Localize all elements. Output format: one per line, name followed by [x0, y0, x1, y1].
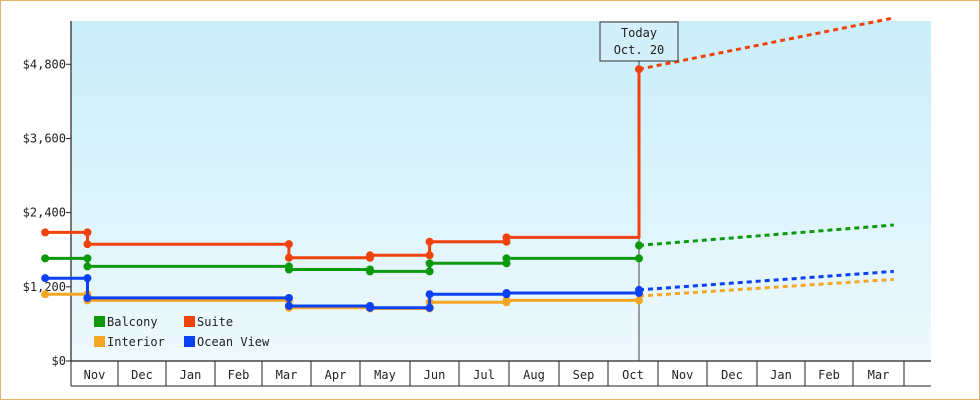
legend-label-interior: Interior: [107, 335, 165, 349]
series-point-balcony: [635, 241, 643, 250]
series-point-ocean-view: [83, 293, 92, 302]
series-point-ocean-view: [284, 301, 293, 310]
series-point-ocean-view: [41, 274, 50, 283]
series-point-ocean-view: [83, 274, 92, 283]
y-tick-label: $1,200: [23, 280, 66, 294]
series-point-suite: [366, 251, 374, 260]
x-tick-label: May: [374, 368, 396, 382]
y-tick-label: $2,400: [23, 206, 66, 220]
legend-swatch-ocean-view: [184, 336, 195, 347]
x-tick-label: Mar: [868, 368, 890, 382]
series-point-suite: [284, 253, 293, 262]
series-point-balcony: [366, 267, 374, 276]
x-tick-label: Apr: [325, 368, 347, 382]
x-tick-label: Sep: [573, 368, 595, 382]
series-point-ocean-view: [366, 303, 374, 312]
legend-label-ocean-view: Ocean View: [197, 335, 270, 349]
series-forecast-balcony: [638, 223, 894, 247]
x-tick-label: Jun: [424, 368, 446, 382]
series-point-balcony: [635, 254, 643, 263]
series-forecast-suite: [638, 16, 895, 71]
legend-swatch-interior: [94, 336, 105, 347]
series-point-balcony: [83, 254, 92, 263]
series-point-balcony: [41, 254, 50, 263]
series-point-balcony: [425, 259, 434, 268]
series-point-ocean-view: [502, 289, 511, 297]
series-point-balcony: [83, 262, 92, 271]
series-point-interior: [635, 296, 643, 305]
x-tick-label: Feb: [818, 368, 840, 382]
legend-swatch-balcony: [94, 316, 105, 327]
x-tick-label: Oct: [622, 368, 644, 382]
y-tick-label: $4,800: [23, 57, 66, 71]
series-point-ocean-view: [425, 290, 434, 299]
series-point-balcony: [425, 267, 434, 276]
x-tick-label: Dec: [721, 368, 743, 382]
series-point-interior: [41, 290, 50, 299]
x-tick-label: Mar: [276, 368, 298, 382]
series-point-ocean-view: [284, 293, 293, 302]
y-tick-label: $0: [52, 354, 66, 368]
plot-background: [71, 21, 931, 361]
legend-label-balcony: Balcony: [107, 315, 158, 329]
series-point-suite: [502, 233, 511, 242]
x-tick-label: Jan: [180, 368, 202, 382]
x-tick-label: Dec: [131, 368, 153, 382]
series-point-balcony: [502, 254, 511, 263]
series-point-ocean-view: [635, 285, 643, 294]
x-tick-label: Nov: [84, 368, 106, 382]
today-label-line2: Oct. 20: [614, 43, 665, 57]
x-tick-label: Aug: [523, 368, 545, 382]
legend-swatch-suite: [184, 316, 195, 327]
y-tick-label: $3,600: [23, 131, 66, 145]
series-point-suite: [41, 228, 50, 237]
series-forecast-ocean-view: [638, 269, 894, 292]
series-point-suite: [284, 240, 293, 249]
series-point-suite: [635, 65, 643, 74]
x-tick-label: Feb: [228, 368, 250, 382]
series-point-suite: [425, 237, 434, 246]
series-point-ocean-view: [425, 303, 434, 312]
series-point-suite: [425, 251, 434, 260]
x-tick-label: Jul: [473, 368, 495, 382]
today-label-box: [599, 21, 679, 62]
x-tick-label: Nov: [672, 368, 694, 382]
legend-label-suite: Suite: [197, 315, 233, 329]
x-tick-label: Jan: [770, 368, 792, 382]
series-point-suite: [83, 228, 92, 237]
series-forecast-interior: [638, 277, 894, 298]
series-point-balcony: [284, 265, 293, 274]
series-point-interior: [502, 296, 511, 305]
today-label-line1: Today: [621, 26, 657, 40]
series-point-suite: [83, 240, 92, 249]
